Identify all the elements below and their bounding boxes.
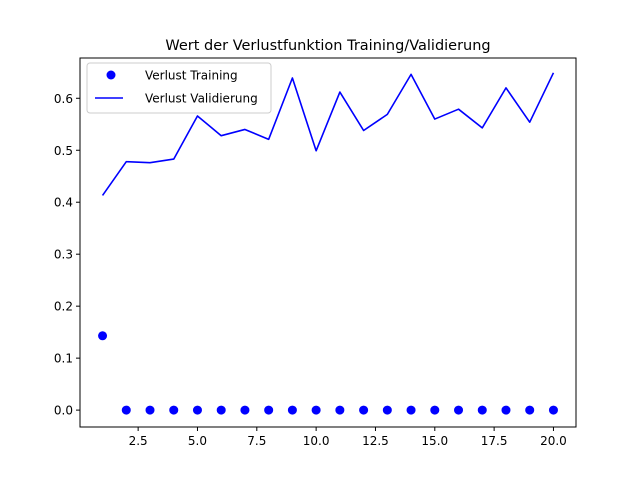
training-point — [216, 405, 226, 415]
x-tick-label: 2.5 — [129, 434, 148, 448]
y-tick-label: 0.1 — [54, 352, 73, 366]
training-point — [169, 405, 179, 415]
training-point — [98, 331, 108, 341]
y-tick-label: 0.3 — [54, 248, 73, 262]
x-tick-label: 5.0 — [188, 434, 207, 448]
x-tick-label: 7.5 — [247, 434, 266, 448]
y-tick-label: 0.2 — [54, 300, 73, 314]
training-point — [264, 405, 274, 415]
x-tick-label: 12.5 — [362, 434, 389, 448]
y-tick-label: 0.5 — [54, 144, 73, 158]
training-point — [430, 405, 440, 415]
training-point — [382, 405, 392, 415]
training-point — [121, 405, 131, 415]
training-point — [359, 405, 369, 415]
axes-frame — [79, 57, 577, 428]
x-tick-label: 17.5 — [481, 434, 508, 448]
training-point — [406, 405, 416, 415]
training-point — [454, 405, 464, 415]
training-point — [525, 405, 535, 415]
training-point — [145, 405, 155, 415]
training-point — [287, 405, 297, 415]
x-tick-label: 10.0 — [303, 434, 330, 448]
x-tick-label: 20.0 — [540, 434, 567, 448]
training-point — [335, 405, 345, 415]
training-point — [240, 405, 250, 415]
series-line-validation — [101, 72, 555, 196]
y-tick-label: 0.4 — [54, 196, 73, 210]
x-tick-label: 15.0 — [421, 434, 448, 448]
training-point — [477, 405, 487, 415]
legend-marker-training — [106, 70, 116, 80]
legend-label-training: Verlust Training — [145, 69, 238, 83]
training-point — [192, 405, 202, 415]
y-tick-label: 0.0 — [54, 404, 73, 418]
training-point — [501, 405, 511, 415]
training-point — [311, 405, 321, 415]
y-tick-label: 0.6 — [54, 92, 73, 106]
chart-title: Wert der Verlustfunktion Training/Validi… — [165, 38, 490, 54]
plot-area — [98, 72, 558, 415]
legend-label-validation: Verlust Validierung — [145, 92, 258, 106]
training-point — [548, 405, 558, 415]
legend-frame — [86, 62, 272, 114]
axes: 2.5 5.0 7.5 10.0 12.5 15.0 17.5 20.0 0.0 0.1 0.2 0.… — [54, 57, 577, 448]
legend: Verlust Training Verlust Validierung — [86, 62, 272, 114]
